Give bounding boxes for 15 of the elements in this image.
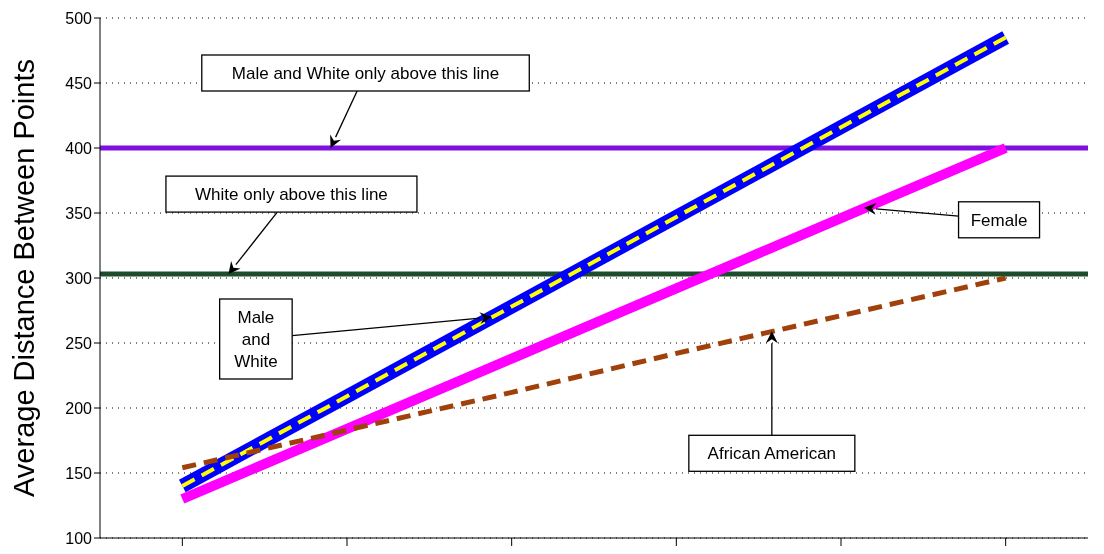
y-tick-label: 350 bbox=[65, 204, 93, 222]
y-tick-label: 150 bbox=[65, 464, 93, 482]
annotation: Male and White only above this line bbox=[231, 64, 500, 83]
y-tick-label: 400 bbox=[65, 139, 93, 157]
annotation: White only above this line bbox=[195, 185, 388, 205]
y-tick-label: 300 bbox=[65, 269, 93, 287]
y-tick-label: 500 bbox=[65, 9, 93, 27]
annotation: Male and White bbox=[234, 308, 278, 371]
y-tick-label: 450 bbox=[65, 74, 93, 92]
y-axis-title: Average Distance Between Points bbox=[8, 59, 41, 497]
y-tick-label: 200 bbox=[65, 399, 93, 417]
annotation: Female bbox=[970, 210, 1028, 230]
y-tick-label: 250 bbox=[65, 334, 93, 352]
y-tick-label: 100 bbox=[65, 529, 93, 547]
annotation: African American bbox=[707, 444, 837, 464]
